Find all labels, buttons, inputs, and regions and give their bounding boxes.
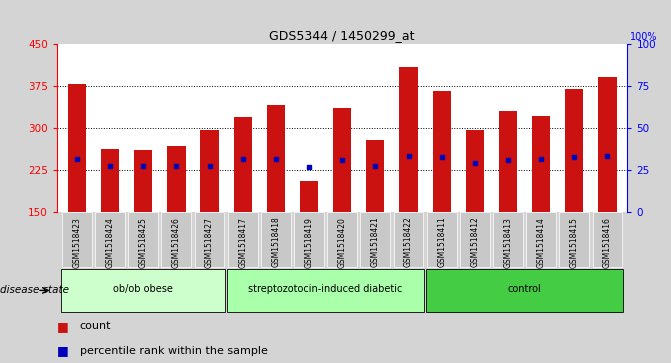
- Point: [536, 156, 547, 162]
- Text: control: control: [508, 285, 541, 294]
- Bar: [68, 84, 86, 212]
- Point: [105, 163, 115, 168]
- Point: [602, 153, 613, 159]
- FancyBboxPatch shape: [294, 212, 324, 267]
- FancyBboxPatch shape: [493, 212, 523, 267]
- FancyBboxPatch shape: [162, 212, 191, 267]
- Text: GSM1518421: GSM1518421: [371, 217, 380, 268]
- Text: GSM1518415: GSM1518415: [570, 217, 579, 268]
- Point: [337, 157, 348, 163]
- Bar: [466, 130, 484, 212]
- Text: percentile rank within the sample: percentile rank within the sample: [80, 346, 268, 356]
- Bar: [201, 130, 219, 212]
- FancyBboxPatch shape: [195, 212, 225, 267]
- FancyBboxPatch shape: [62, 212, 92, 267]
- FancyBboxPatch shape: [61, 269, 225, 311]
- Text: GSM1518426: GSM1518426: [172, 217, 181, 268]
- Text: count: count: [80, 321, 111, 331]
- Bar: [399, 67, 417, 212]
- FancyBboxPatch shape: [228, 212, 258, 267]
- Bar: [234, 117, 252, 212]
- Text: GSM1518425: GSM1518425: [139, 217, 148, 268]
- Point: [470, 160, 480, 166]
- Point: [72, 156, 83, 162]
- FancyBboxPatch shape: [394, 212, 423, 267]
- Text: GSM1518418: GSM1518418: [271, 217, 280, 268]
- FancyBboxPatch shape: [360, 212, 391, 267]
- FancyBboxPatch shape: [460, 212, 490, 267]
- Text: GSM1518417: GSM1518417: [238, 217, 247, 268]
- Bar: [300, 182, 318, 212]
- Point: [569, 154, 580, 160]
- Point: [436, 154, 447, 160]
- Text: GSM1518413: GSM1518413: [503, 217, 513, 268]
- Bar: [565, 89, 584, 212]
- Text: GSM1518424: GSM1518424: [105, 217, 115, 268]
- Point: [270, 156, 281, 162]
- Text: GSM1518422: GSM1518422: [404, 217, 413, 268]
- Text: GSM1518423: GSM1518423: [72, 217, 81, 268]
- Text: ob/ob obese: ob/ob obese: [113, 285, 173, 294]
- Bar: [366, 140, 384, 212]
- FancyBboxPatch shape: [426, 269, 623, 311]
- FancyBboxPatch shape: [261, 212, 291, 267]
- Text: streptozotocin-induced diabetic: streptozotocin-induced diabetic: [248, 285, 403, 294]
- Point: [403, 153, 414, 159]
- FancyBboxPatch shape: [526, 212, 556, 267]
- Text: GSM1518414: GSM1518414: [537, 217, 546, 268]
- Bar: [167, 146, 185, 212]
- Title: GDS5344 / 1450299_at: GDS5344 / 1450299_at: [270, 29, 415, 42]
- Bar: [101, 149, 119, 212]
- Text: GSM1518420: GSM1518420: [338, 217, 347, 268]
- Text: ■: ■: [57, 344, 69, 357]
- Text: GSM1518416: GSM1518416: [603, 217, 612, 268]
- Text: GSM1518419: GSM1518419: [305, 217, 313, 268]
- Point: [138, 163, 148, 168]
- Point: [171, 163, 182, 169]
- Point: [503, 157, 513, 163]
- Bar: [499, 111, 517, 212]
- Text: disease state: disease state: [0, 285, 69, 295]
- Point: [238, 156, 248, 162]
- FancyBboxPatch shape: [128, 212, 158, 267]
- Bar: [599, 77, 617, 212]
- Bar: [333, 108, 352, 212]
- Text: GSM1518427: GSM1518427: [205, 217, 214, 268]
- Text: GSM1518412: GSM1518412: [470, 217, 479, 268]
- Bar: [134, 150, 152, 212]
- Bar: [433, 91, 451, 212]
- Bar: [267, 105, 285, 212]
- FancyBboxPatch shape: [560, 212, 589, 267]
- Point: [304, 164, 315, 170]
- Point: [204, 163, 215, 169]
- FancyBboxPatch shape: [327, 212, 357, 267]
- FancyBboxPatch shape: [95, 212, 125, 267]
- Text: 100%: 100%: [630, 32, 658, 42]
- Text: GSM1518411: GSM1518411: [437, 217, 446, 268]
- FancyBboxPatch shape: [592, 212, 623, 267]
- Bar: [532, 115, 550, 212]
- FancyBboxPatch shape: [427, 212, 456, 267]
- Point: [370, 163, 380, 169]
- FancyBboxPatch shape: [227, 269, 425, 311]
- Text: ■: ■: [57, 320, 69, 333]
